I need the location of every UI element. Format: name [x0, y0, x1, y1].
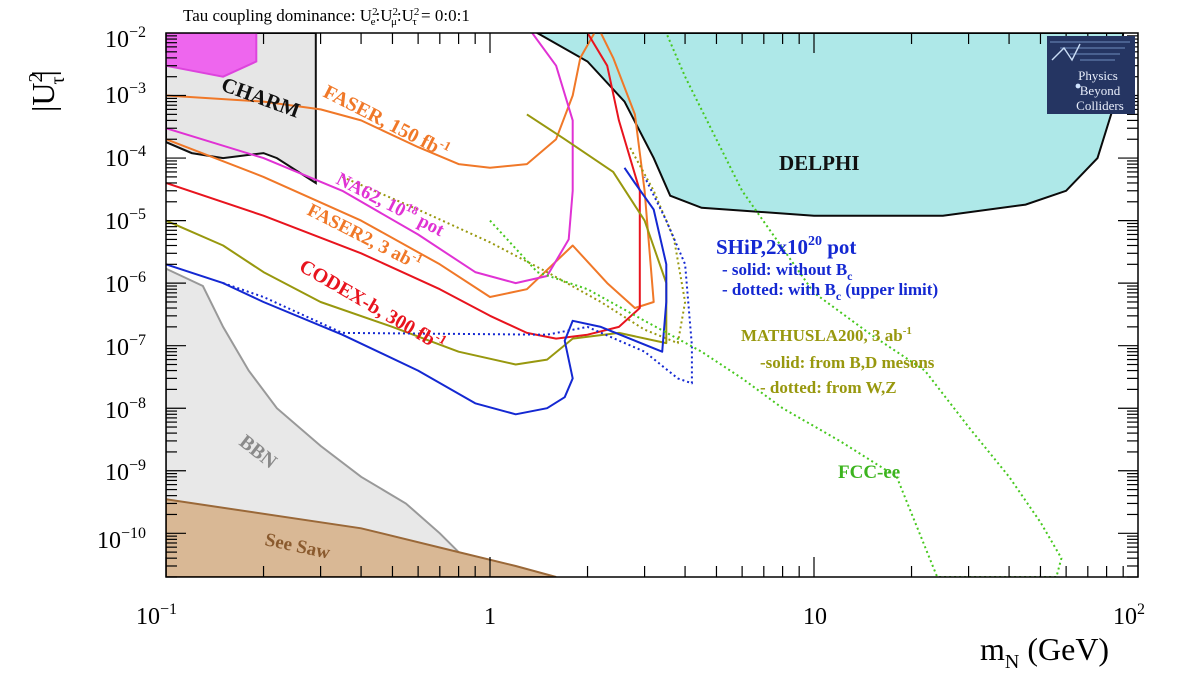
y-tick-label: 10−6	[105, 269, 146, 298]
series-faser-150-fb-1	[166, 33, 596, 169]
y-tick-label: 10−10	[97, 525, 146, 554]
y-tick-label: 10−2	[105, 24, 146, 53]
x-tick-label: 10	[803, 604, 827, 630]
line-layer	[166, 33, 1063, 577]
label-fcc-ee: FCC-ee	[838, 462, 900, 483]
y-axis-title: |U2τ|	[25, 70, 69, 112]
x-tick-label: 10−1	[136, 601, 177, 630]
label-faser: FASER, 150 fb-1	[320, 78, 454, 163]
series-ps191	[166, 33, 258, 78]
label-codex-b: CODEX-b, 300 fb-1	[296, 253, 450, 356]
y-tick-label: 10−3	[105, 80, 146, 109]
y-tick-label: 10−4	[105, 143, 146, 172]
series-faser2-3-ab-1	[166, 33, 655, 309]
x-tick-label: 1	[484, 604, 496, 630]
x-tick-labels: 10−1 1 10 102	[136, 601, 1145, 630]
series-na62-10-18-pot	[166, 33, 574, 285]
label-ship-solid: - solid: without Bc	[722, 260, 853, 283]
x-axis-title: mN (GeV)	[980, 631, 1109, 673]
y-tick-labels: 10−10 10−9 10−8 10−7 10−6 10−5 10−4 10−3…	[97, 24, 146, 554]
label-ship: SHiP,2x1020 pot	[716, 234, 856, 259]
logo-line: Beyond	[1080, 83, 1121, 98]
series-see-saw	[166, 498, 557, 577]
x-tick-label: 102	[1113, 601, 1145, 630]
plot-frame	[165, 32, 1139, 578]
series-fcc-ee	[489, 33, 1063, 577]
series-mathusla200-dotted	[341, 146, 687, 345]
chart-title: Tau coupling dominance: U2 e:U2 μ:U2 τ = 0:…	[183, 6, 470, 28]
y-tick-label: 10−9	[105, 457, 146, 486]
series-delphi	[535, 33, 1125, 217]
logo-line: Physics	[1078, 68, 1118, 83]
label-ship-dotted: - dotted: with Bc (upper limit)	[722, 280, 938, 303]
series-ship-solid	[166, 167, 668, 416]
y-tick-label: 10−5	[105, 206, 146, 235]
area-layer	[166, 33, 1125, 577]
pbc-logo: Physics Beyond Colliders	[1047, 36, 1135, 114]
y-tick-label: 10−7	[105, 332, 146, 361]
y-tick-label: 10−8	[105, 395, 146, 424]
series-mathusla200-solid	[166, 113, 668, 366]
axis-ticks	[165, 33, 1139, 578]
label-mathusla: MATHUSLA200, 3 ab-1	[741, 325, 912, 345]
logo-line: Colliders	[1076, 98, 1124, 113]
series-codex-b-300-fb-1	[166, 33, 641, 340]
label-mathusla-dotted: - dotted: from W,Z	[760, 378, 897, 397]
label-delphi: DELPHI	[779, 151, 860, 175]
label-mathusla-solid: -solid: from B,D mesons	[760, 353, 935, 372]
